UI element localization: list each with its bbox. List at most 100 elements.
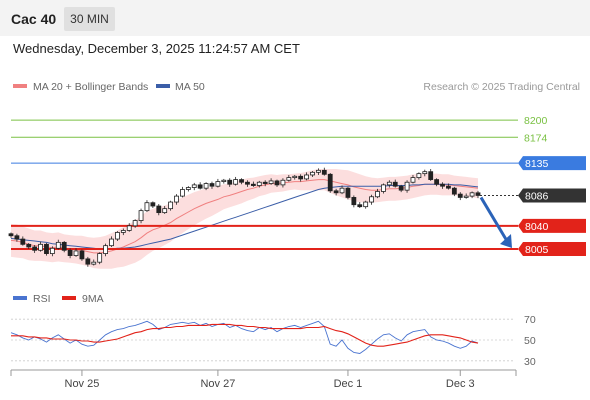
rsi-tick-label-50: 50 <box>524 335 536 347</box>
candle <box>73 250 79 256</box>
level-label-8086: 8086 <box>525 190 549 202</box>
level-label-8200: 8200 <box>524 115 548 127</box>
candle <box>357 204 363 208</box>
candle <box>280 179 286 186</box>
candle <box>469 192 475 197</box>
x-tick-label: Nov 25 <box>65 378 100 390</box>
candle <box>67 249 73 256</box>
level-tag-8135 <box>518 156 586 171</box>
forecast-arrow-head <box>500 233 512 248</box>
candle <box>79 250 85 260</box>
candle <box>286 177 292 181</box>
candle <box>197 184 203 189</box>
candle <box>138 210 144 221</box>
candle <box>398 185 404 191</box>
candle <box>126 225 132 231</box>
candle <box>115 232 120 240</box>
candle <box>268 180 274 184</box>
candle <box>239 179 244 183</box>
candle <box>227 179 233 185</box>
candle <box>203 183 209 189</box>
candle <box>292 175 298 179</box>
ma50-line <box>10 183 479 250</box>
candle <box>132 220 138 227</box>
candle <box>386 181 392 186</box>
candle <box>363 201 369 208</box>
rsi-panel: 70 50 30 <box>10 314 536 368</box>
x-tick-label: Nov 27 <box>200 378 235 390</box>
candle <box>310 171 315 176</box>
candle <box>428 171 434 180</box>
candle <box>304 174 309 180</box>
ma20-legend-label: MA 20 + Bollinger Bands <box>33 81 148 93</box>
copyright-label: Research © 2025 Trading Central <box>423 81 580 93</box>
candle <box>191 184 197 188</box>
level-label-8040: 8040 <box>525 221 549 233</box>
candle <box>32 246 38 251</box>
candle <box>180 189 185 197</box>
candle <box>392 181 398 187</box>
candle <box>215 181 221 187</box>
rsi-ma9-line <box>11 323 479 347</box>
candle <box>85 258 91 265</box>
candle <box>38 243 43 251</box>
level-label-8174: 8174 <box>524 132 548 144</box>
candle <box>440 183 445 187</box>
rsi-tick-label-30: 30 <box>524 356 536 368</box>
candle <box>262 181 268 184</box>
level-label-8005: 8005 <box>525 244 549 256</box>
candle <box>369 196 374 203</box>
candle <box>156 205 162 214</box>
candle <box>91 261 97 265</box>
candle <box>451 187 457 195</box>
candle <box>221 179 227 182</box>
candle <box>339 187 345 194</box>
candle <box>351 197 357 206</box>
candle <box>404 181 410 191</box>
candle <box>345 187 351 198</box>
rsi-line <box>10 320 479 354</box>
level-tag-8040 <box>518 218 586 233</box>
candle <box>463 195 469 198</box>
candle <box>168 201 174 210</box>
candle <box>144 202 150 212</box>
candle <box>416 173 422 179</box>
forecast-arrow-shaft <box>479 196 509 242</box>
symbol-title: Cac 40 <box>11 11 57 27</box>
candle <box>457 193 463 198</box>
candle <box>49 247 55 254</box>
rsi-legend-label: RSI <box>33 293 51 305</box>
candle <box>446 185 451 189</box>
candle <box>26 243 32 248</box>
candle <box>315 169 321 173</box>
candle <box>245 181 250 185</box>
candle <box>274 180 280 186</box>
candle <box>298 175 304 180</box>
candle <box>375 191 380 198</box>
candle <box>233 179 239 185</box>
timeframe-button[interactable]: 30 MIN <box>64 7 115 31</box>
candle <box>327 173 333 192</box>
candle <box>120 230 126 233</box>
candle <box>103 245 108 254</box>
candle <box>475 192 481 196</box>
x-axis: Nov 25 Nov 27 Dec 1 Dec 3 <box>10 369 517 390</box>
candle <box>44 243 49 254</box>
x-tick-label: Dec 1 <box>334 378 363 390</box>
ma9-legend-label: 9MA <box>82 293 104 305</box>
candle <box>381 184 386 192</box>
ma9-legend-swatch <box>62 296 76 300</box>
ma50-legend-label: MA 50 <box>175 81 205 93</box>
candle <box>20 238 26 245</box>
level-label-8135: 8135 <box>525 158 549 170</box>
candle <box>422 171 428 175</box>
candle <box>434 179 440 185</box>
price-panel: 8200 8174 8135 8086 8040 8005 <box>8 115 586 269</box>
candle <box>14 235 20 240</box>
bollinger-band <box>11 169 478 269</box>
candle <box>321 169 327 175</box>
candle <box>185 187 191 190</box>
level-tag-8005 <box>518 241 586 256</box>
candle <box>333 190 339 194</box>
